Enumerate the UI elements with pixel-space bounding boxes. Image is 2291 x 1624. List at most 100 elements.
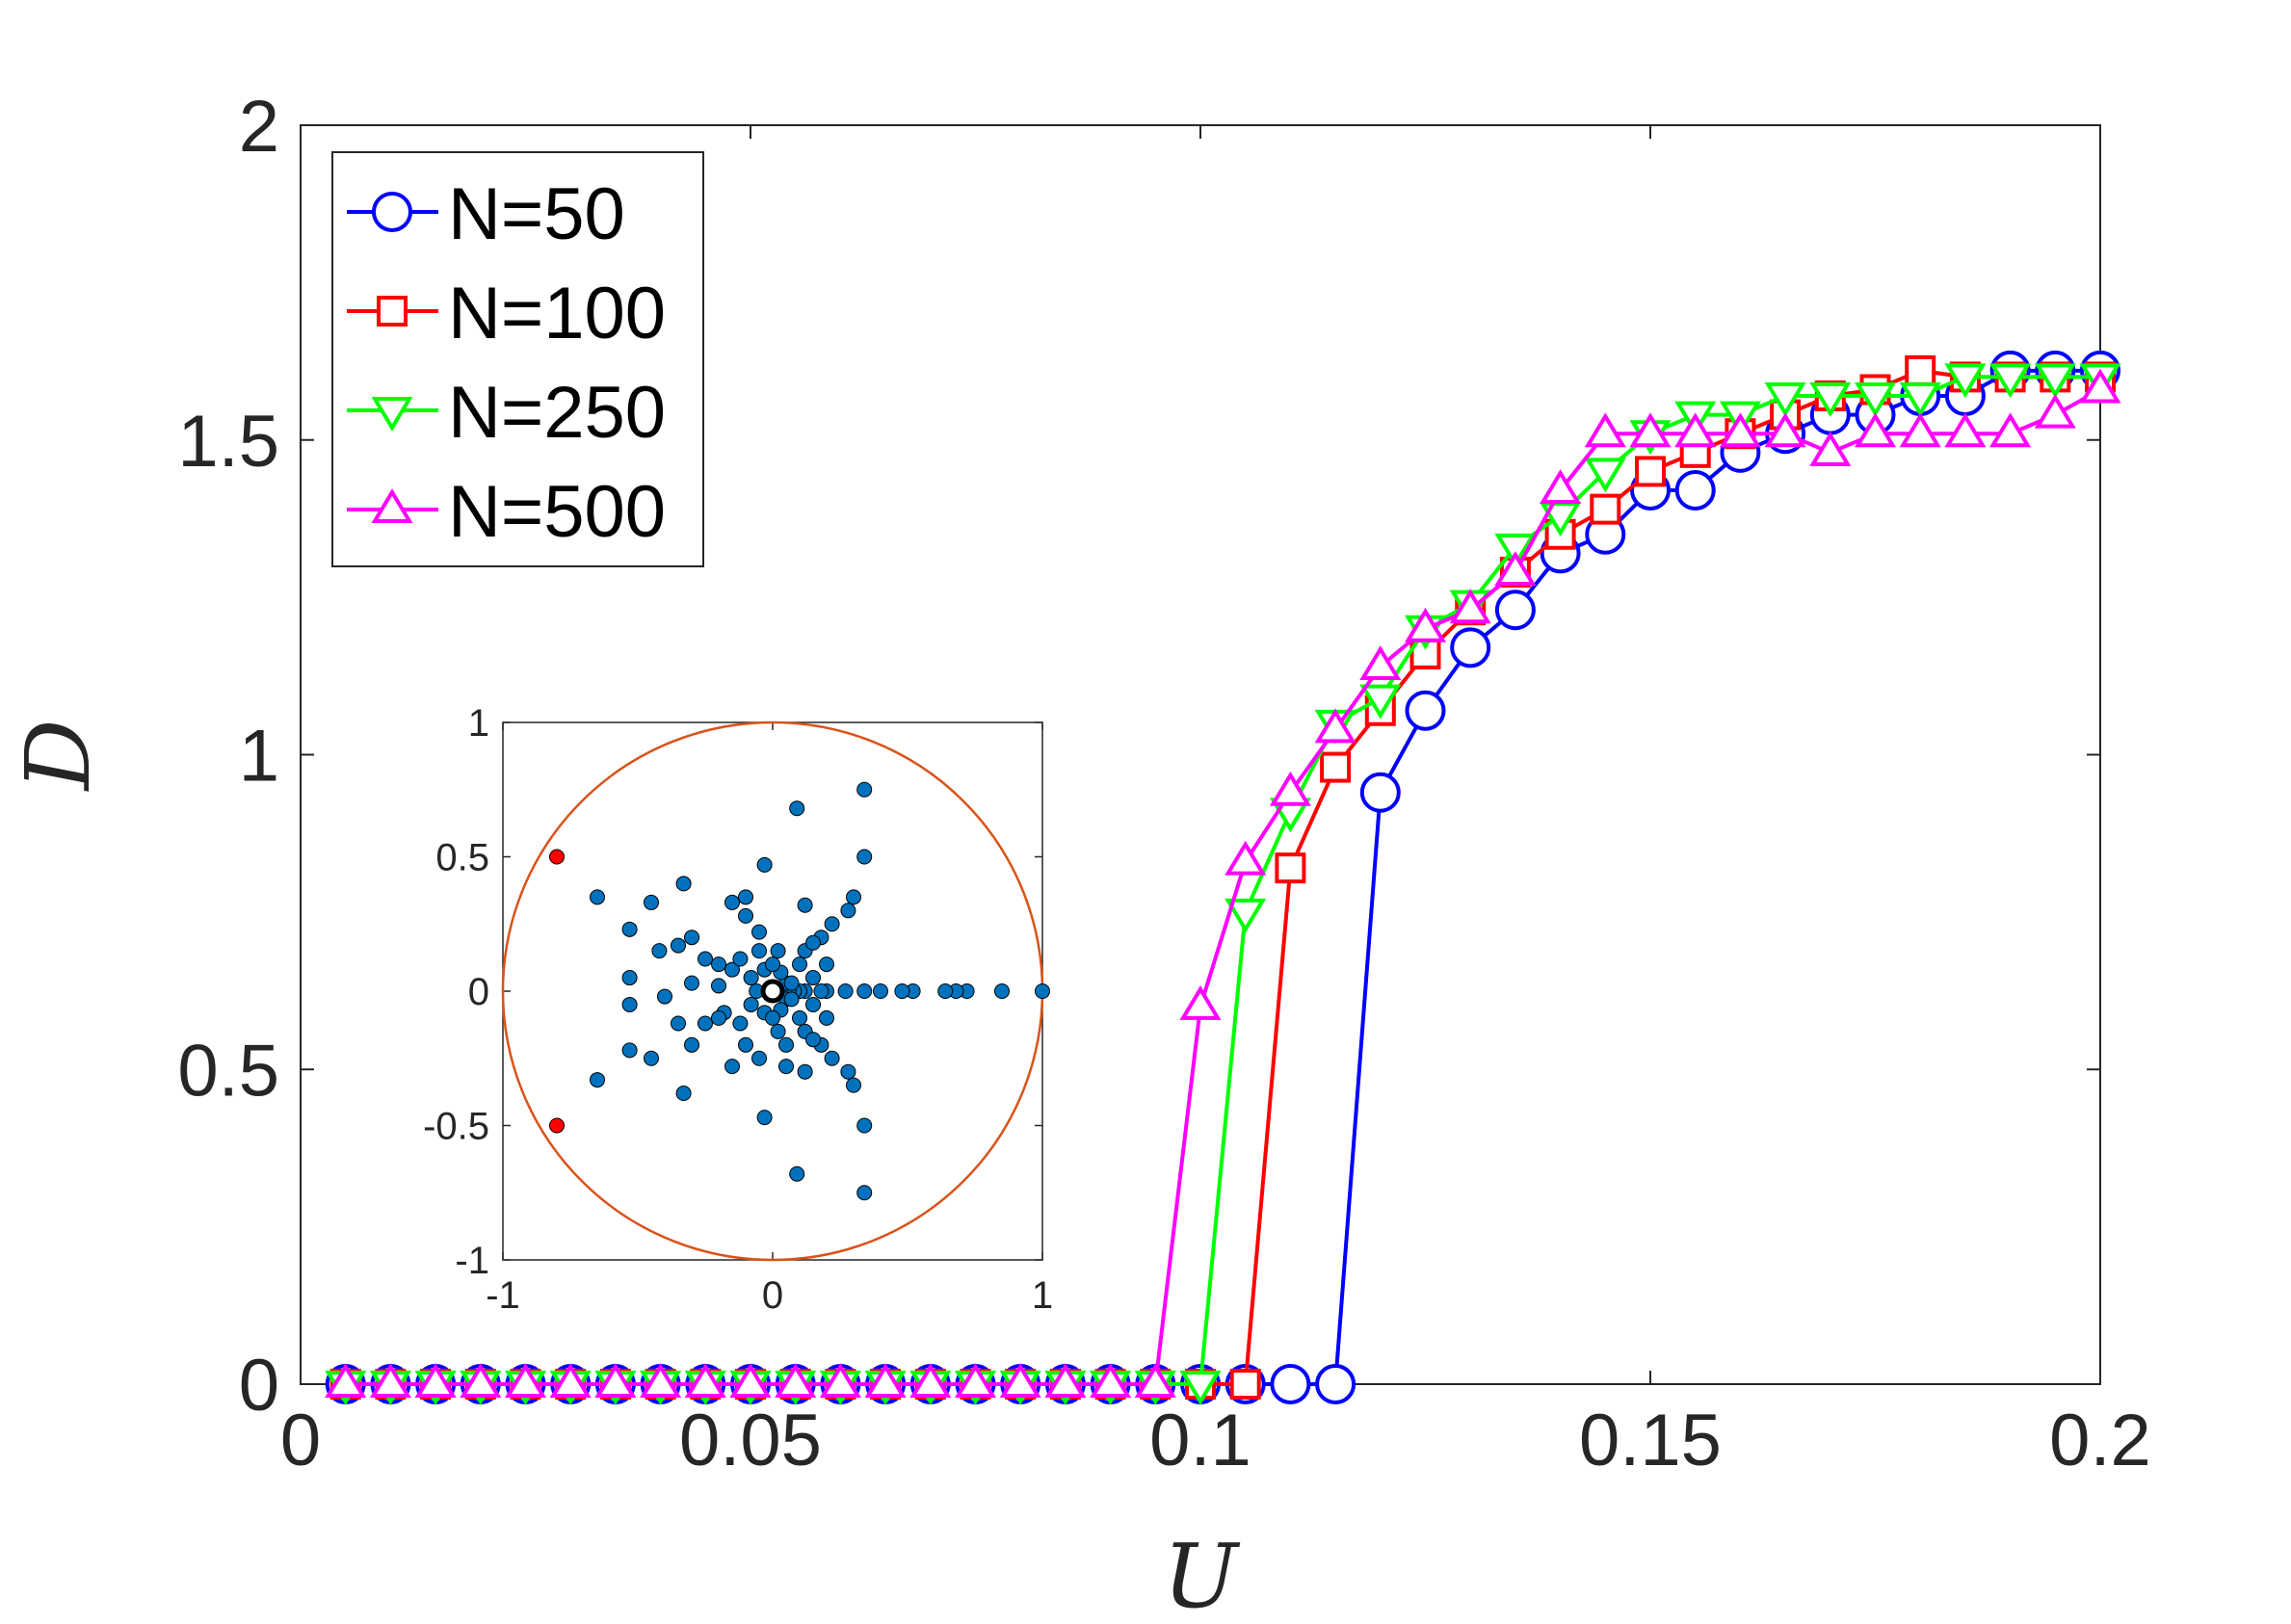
inset-y-tick-label: 0 xyxy=(468,971,489,1013)
eigenvalue-point xyxy=(805,996,821,1012)
eigenvalue-point xyxy=(778,1036,794,1053)
eigenvalue-point xyxy=(770,943,786,959)
data-point xyxy=(775,1363,817,1398)
data-point xyxy=(1854,412,1897,448)
highlight-point xyxy=(549,849,565,865)
legend: N=50 N=100 N=250 N=500 xyxy=(331,151,704,567)
eigenvalue-point xyxy=(824,916,840,932)
data-point xyxy=(1315,1364,1356,1404)
eigenvalue-point xyxy=(644,894,659,910)
eigenvalue-cluster xyxy=(760,979,785,1004)
x-tick-label: 0.05 xyxy=(679,1400,822,1481)
eigenvalue-point xyxy=(732,1015,749,1032)
data-point xyxy=(1275,852,1306,884)
data-point xyxy=(1590,493,1621,525)
legend-label: N=100 xyxy=(448,273,666,354)
data-point xyxy=(1674,412,1717,448)
data-point xyxy=(999,1363,1041,1398)
data-point xyxy=(954,1363,997,1398)
x-axis-label: U xyxy=(1163,1525,1241,1624)
eigenvalue-point xyxy=(819,1009,834,1026)
legend-marker xyxy=(372,192,412,232)
inset-x-tick-label: 1 xyxy=(1032,1274,1053,1317)
eigenvalue-point xyxy=(797,1063,813,1080)
data-point xyxy=(1989,412,2032,448)
eigenvalue-point xyxy=(792,1009,807,1026)
eigenvalue-point xyxy=(671,937,686,954)
legend-label: N=50 xyxy=(448,173,625,255)
eigenvalue-point xyxy=(805,934,821,951)
data-point xyxy=(1764,412,1806,448)
inset-x-tick-label: 0 xyxy=(762,1274,783,1317)
eigenvalue-point xyxy=(789,1166,805,1182)
data-point xyxy=(1899,382,1941,417)
data-point xyxy=(1044,1363,1087,1398)
eigenvalue-point xyxy=(873,983,888,999)
data-point xyxy=(1224,840,1267,876)
eigenvalue-point xyxy=(644,1050,659,1066)
eigenvalue-point xyxy=(651,943,668,959)
data-point xyxy=(864,1363,907,1398)
data-point xyxy=(1494,589,1536,631)
eigenvalue-point xyxy=(743,996,759,1012)
eigenvalue-point xyxy=(805,1032,821,1048)
data-point xyxy=(2079,368,2121,404)
data-point xyxy=(2034,393,2076,429)
eigenvalue-point xyxy=(698,951,713,967)
series-line xyxy=(345,387,2101,1386)
data-point xyxy=(1359,684,1402,720)
data-point xyxy=(1270,1364,1311,1404)
data-point xyxy=(1944,412,1987,448)
eigenvalue-point xyxy=(711,978,726,994)
data-point xyxy=(1179,985,1222,1020)
data-point xyxy=(1494,551,1537,586)
data-point xyxy=(1229,1369,1261,1400)
eigenvalue-point xyxy=(837,983,854,999)
eigenvalue-point xyxy=(590,889,605,905)
eigenvalue-point xyxy=(937,983,954,999)
eigenvalue-point xyxy=(856,1117,873,1134)
data-point xyxy=(1359,645,1402,681)
data-point xyxy=(1314,708,1356,744)
y-tick-label: 1 xyxy=(239,716,279,798)
data-point xyxy=(1989,363,2032,399)
data-point xyxy=(1179,1371,1222,1405)
legend-label: N=500 xyxy=(448,471,666,553)
eigenvalue-point xyxy=(756,856,773,873)
highlight-point xyxy=(549,1117,565,1134)
inset-plot: -1 0 1 -1 -0.5 0 0.5 1 xyxy=(423,702,1053,1317)
eigenvalue-point xyxy=(621,970,638,986)
eigenvalue-point xyxy=(751,924,767,940)
eigenvalue-point xyxy=(778,1059,794,1075)
eigenvalue-point xyxy=(819,956,834,973)
data-point xyxy=(1269,771,1311,806)
eigenvalue-point xyxy=(621,1042,638,1059)
inset-y-tick-label: 0.5 xyxy=(435,837,489,879)
data-point xyxy=(1450,627,1491,668)
eigenvalue-point xyxy=(756,1110,773,1126)
eigenvalue-point xyxy=(738,907,753,924)
data-point xyxy=(819,1363,861,1398)
eigenvalue-point xyxy=(724,894,740,910)
eigenvalue-point xyxy=(590,1072,605,1088)
data-point xyxy=(1584,458,1626,493)
data-point xyxy=(414,1363,457,1398)
eigenvalue-point xyxy=(765,1009,780,1026)
data-point xyxy=(1764,382,1806,417)
y-tick-label: 0.5 xyxy=(177,1030,279,1112)
data-point xyxy=(2034,363,2076,399)
data-point xyxy=(909,1363,952,1398)
eigenvalue-point xyxy=(856,1185,873,1201)
legend-marker xyxy=(377,296,408,327)
main-plot: 0 0.05 0.1 0.15 0.2 0 0.5 1 1.5 2 U D N=50 N=100 N=250… xyxy=(7,86,2151,1624)
eigenvalue-point xyxy=(684,1036,699,1053)
data-point xyxy=(325,1363,367,1398)
eigenvalue-point xyxy=(846,889,861,905)
eigenvalue-point xyxy=(698,1015,713,1032)
x-tick-label: 0 xyxy=(280,1400,321,1481)
data-point xyxy=(369,1363,411,1398)
eigenvalue-point xyxy=(894,983,910,999)
eigenvalue-point xyxy=(751,1050,767,1066)
y-axis-label: D xyxy=(7,720,110,793)
eigenvalue-point xyxy=(675,876,692,892)
